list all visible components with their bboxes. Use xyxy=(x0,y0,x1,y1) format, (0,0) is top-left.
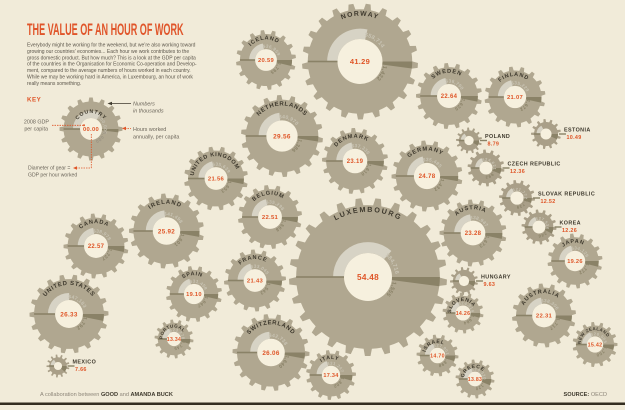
svg-text:SOURCE: OECD: SOURCE: OECD xyxy=(563,392,607,398)
svg-text:1,745: 1,745 xyxy=(173,340,186,351)
svg-text:THE VALUE OF AN HOUR OF WORK: THE VALUE OF AN HOUR OF WORK xyxy=(27,20,184,39)
svg-text:26.06: 26.06 xyxy=(262,350,279,357)
svg-text:HUNGARY: HUNGARY xyxy=(481,275,511,281)
svg-text:10.49: 10.49 xyxy=(567,135,582,141)
svg-text:21.07: 21.07 xyxy=(507,95,523,101)
svg-text:growing our countries’ economi: growing our countries’ economies... Each… xyxy=(27,49,189,55)
svg-text:12.52: 12.52 xyxy=(541,199,556,205)
svg-text:2,246: 2,246 xyxy=(538,228,551,239)
svg-text:13.83: 13.83 xyxy=(468,377,482,383)
svg-text:8.79: 8.79 xyxy=(488,141,500,147)
svg-text:Hours worked: Hours worked xyxy=(133,127,166,133)
svg-text:26.33: 26.33 xyxy=(60,311,78,318)
svg-text:2008 GDP: 2008 GDP xyxy=(24,119,50,125)
svg-text:13.34: 13.34 xyxy=(167,337,181,343)
svg-text:$35,296: $35,296 xyxy=(266,200,286,212)
svg-text:annually, per capita: annually, per capita xyxy=(133,134,179,140)
svg-text:29.56: 29.56 xyxy=(273,133,291,140)
svg-text:KOREA: KOREA xyxy=(560,221,581,227)
svg-text:21.56: 21.56 xyxy=(208,177,225,183)
svg-text:12.36: 12.36 xyxy=(510,169,525,175)
svg-text:24.78: 24.78 xyxy=(419,173,436,180)
svg-text:A collaboration between GOOD a: A collaboration between GOOD and AMANDA … xyxy=(40,392,173,398)
svg-text:25.92: 25.92 xyxy=(158,228,175,235)
svg-text:7.66: 7.66 xyxy=(75,367,87,373)
svg-text:19.10: 19.10 xyxy=(186,292,202,298)
svg-text:22.57: 22.57 xyxy=(88,244,105,250)
svg-text:00.00: 00.00 xyxy=(83,127,99,133)
svg-text:really means something.: really means something. xyxy=(27,81,81,87)
svg-text:SLOVAK REPUBLIC: SLOVAK REPUBLIC xyxy=(538,192,595,198)
svg-text:54.48: 54.48 xyxy=(357,273,379,282)
svg-text:1,555: 1,555 xyxy=(385,281,397,297)
svg-text:CZECH REPUBLIC: CZECH REPUBLIC xyxy=(508,162,561,168)
svg-text:of the countries in the Organi: of the countries in the Organisation for… xyxy=(27,62,197,68)
svg-text:1,568: 1,568 xyxy=(275,219,287,233)
svg-text:CANADA: CANADA xyxy=(78,219,110,230)
svg-text:ment, compared to the average: ment, compared to the average numbers of… xyxy=(27,68,191,74)
svg-text:FRANCE: FRANCE xyxy=(238,255,268,266)
svg-text:KEY: KEY xyxy=(27,97,42,104)
svg-text:1,684: 1,684 xyxy=(463,314,476,326)
svg-text:1,739: 1,739 xyxy=(516,199,529,210)
svg-text:12.26: 12.26 xyxy=(562,228,577,234)
svg-text:2,120: 2,120 xyxy=(475,380,488,392)
svg-text:23.19: 23.19 xyxy=(347,159,364,165)
svg-text:19.26: 19.26 xyxy=(567,259,583,265)
svg-text:POLAND: POLAND xyxy=(485,134,510,140)
svg-text:per capita: per capita xyxy=(24,126,48,132)
svg-text:9.63: 9.63 xyxy=(484,282,496,288)
svg-text:1,727: 1,727 xyxy=(101,248,113,262)
svg-text:SWEDEN: SWEDEN xyxy=(431,69,463,81)
svg-text:14.26: 14.26 xyxy=(456,311,471,317)
svg-text:$33,045: $33,045 xyxy=(250,264,270,276)
svg-text:NORWAY: NORWAY xyxy=(340,11,380,22)
svg-text:1,992: 1,992 xyxy=(485,169,498,180)
svg-text:21.43: 21.43 xyxy=(247,279,264,285)
svg-text:1,625: 1,625 xyxy=(454,98,466,112)
svg-text:20.59: 20.59 xyxy=(258,58,274,64)
svg-text:41.29: 41.29 xyxy=(350,57,370,66)
svg-text:JAPAN: JAPAN xyxy=(561,239,585,249)
svg-text:Numbers: Numbers xyxy=(133,102,155,108)
svg-text:15.42: 15.42 xyxy=(588,342,603,348)
svg-text:ITALY: ITALY xyxy=(319,355,340,364)
svg-text:Diameter of gear =: Diameter of gear = xyxy=(28,166,70,172)
svg-text:MEXICO: MEXICO xyxy=(73,360,97,366)
svg-text:in thousands: in thousands xyxy=(133,109,164,115)
svg-text:FINLAND: FINLAND xyxy=(497,72,529,84)
svg-text:14.70: 14.70 xyxy=(430,353,445,359)
svg-text:IRELAND: IRELAND xyxy=(148,200,183,211)
svg-text:1,610: 1,610 xyxy=(360,163,372,177)
svg-text:22.51: 22.51 xyxy=(262,215,279,221)
svg-text:22.64: 22.64 xyxy=(441,94,458,100)
svg-text:SPAIN: SPAIN xyxy=(181,271,203,280)
svg-text:17.34: 17.34 xyxy=(323,373,339,379)
svg-text:gross domestic product. But ho: gross domestic product. But how much? Th… xyxy=(27,55,196,61)
svg-text:$00,000: $00,000 xyxy=(97,114,108,134)
svg-text:ESTONIA: ESTONIA xyxy=(564,128,591,134)
svg-text:23.28: 23.28 xyxy=(465,231,482,237)
svg-text:22.31: 22.31 xyxy=(536,314,553,320)
svg-text:GDP per hour worked: GDP per hour worked xyxy=(28,173,77,179)
svg-text:While we may be working hard i: While we may be working hard in America,… xyxy=(27,75,193,81)
svg-text:Everybody might be working for: Everybody might be working for the weeke… xyxy=(27,43,196,49)
svg-text:1,898: 1,898 xyxy=(438,357,451,369)
